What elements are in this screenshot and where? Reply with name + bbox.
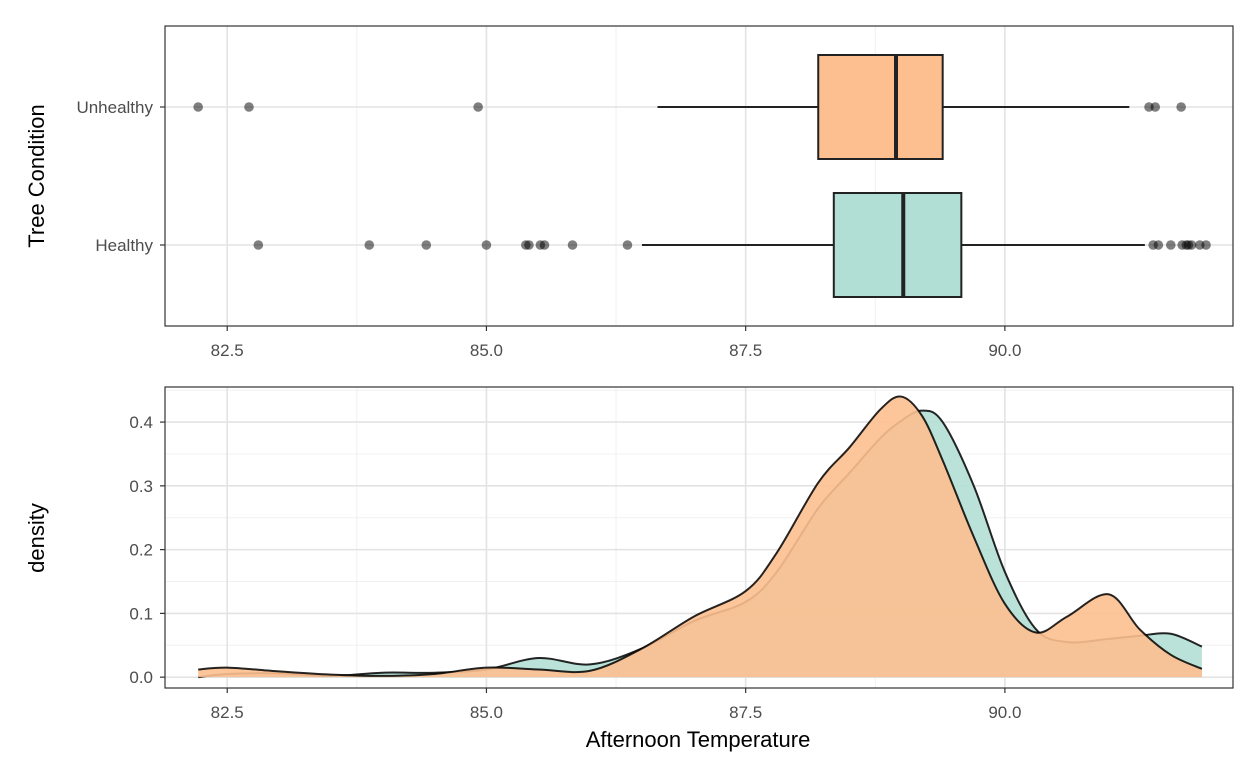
box-unhealthy — [817, 54, 944, 160]
outlier-point — [524, 240, 534, 250]
outlier-point — [539, 240, 550, 250]
outlier-point — [193, 102, 203, 112]
density-marks — [198, 395, 1203, 679]
density-x-tick-label: 87.5 — [729, 703, 762, 722]
density-x-tick-label: 85.0 — [470, 703, 503, 722]
boxplot-axes: 82.5 85.0 87.5 90.0 Unhealthy Healthy — [76, 98, 1021, 360]
density-y-axis-title: density — [24, 503, 49, 573]
density-x-tick-label: 90.0 — [988, 703, 1021, 722]
density-y-tick-label: 0.2 — [129, 541, 153, 560]
boxplot-x-tick-label: 87.5 — [729, 341, 762, 360]
boxplot-x-tick-label: 82.5 — [211, 341, 244, 360]
outlier-point — [1176, 102, 1186, 112]
density-y-tick-label: 0.4 — [129, 413, 153, 432]
outlier-point — [1186, 240, 1197, 250]
boxplot-y-tick-label: Healthy — [95, 236, 153, 255]
outlier-point — [244, 102, 254, 112]
boxplot-y-axis-title: Tree Condition — [24, 104, 49, 247]
outlier-point — [622, 240, 633, 250]
density-line-unhealthy — [198, 395, 1203, 677]
outlier-point — [1201, 240, 1211, 250]
outlier-point — [567, 240, 578, 250]
density-x-tick-label: 82.5 — [211, 703, 244, 722]
outlier-point — [364, 240, 375, 250]
density-y-tick-label: 0.3 — [129, 477, 153, 496]
box-healthy — [832, 192, 963, 298]
density-area-unhealthy — [198, 396, 1202, 678]
outlier-point — [1165, 240, 1176, 250]
outlier-point — [253, 240, 264, 250]
density-x-axis-title: Afternoon Temperature — [586, 727, 811, 752]
boxplot-grid — [165, 26, 1233, 326]
outlier-point — [1150, 102, 1161, 112]
boxplot-marks — [193, 54, 1211, 298]
boxplot-panel-border — [164, 25, 1234, 327]
boxplot-x-tick-label: 90.0 — [988, 341, 1021, 360]
boxplot-x-tick-label: 85.0 — [470, 341, 503, 360]
outlier-point — [481, 240, 492, 250]
boxplot-y-tick-label: Unhealthy — [76, 98, 153, 117]
outlier-point — [421, 240, 432, 250]
density-panel-border — [164, 386, 1234, 689]
density-y-tick-label: 0.1 — [129, 604, 153, 623]
boxplot-panel-background — [165, 26, 1233, 326]
density-axes: 82.5 85.0 87.5 90.0 0.0 0.1 0.2 0.3 0.4 — [129, 413, 1021, 722]
outlier-point — [1153, 240, 1164, 250]
density-y-tick-label: 0.0 — [129, 668, 153, 687]
outlier-point — [473, 102, 483, 112]
